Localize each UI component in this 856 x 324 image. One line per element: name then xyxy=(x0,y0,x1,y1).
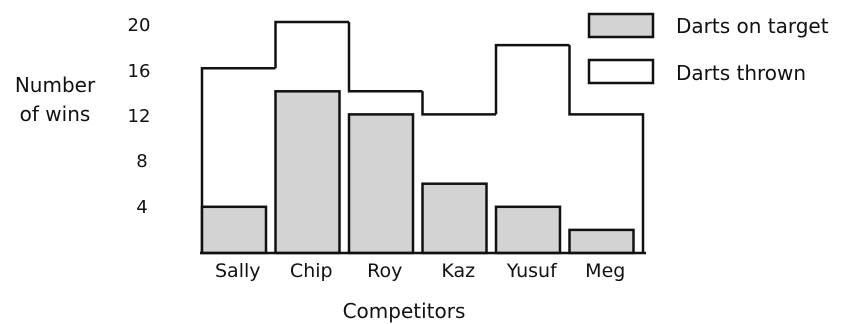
bar-darts-thrown-yusuf xyxy=(494,43,570,115)
legend: Darts on target Darts thrown xyxy=(587,12,829,85)
x-tick-label-meg: Meg xyxy=(585,260,625,282)
y-tick-label: 12 xyxy=(128,106,151,127)
bar-darts-thrown-roy xyxy=(347,22,423,93)
legend-label-darts-on-target: Darts on target xyxy=(676,14,829,38)
bar-darts-on-target-chip xyxy=(274,90,341,255)
x-tick-label-sally: Sally xyxy=(215,260,261,282)
bar-darts-on-target-meg xyxy=(568,228,635,255)
legend-swatch-darts-thrown xyxy=(587,58,655,85)
bar-darts-on-target-sally xyxy=(200,205,268,255)
bar-darts-on-target-roy xyxy=(347,113,415,255)
bar-darts-thrown-kaz xyxy=(421,91,496,116)
legend-swatch-darts-on-target xyxy=(587,12,655,39)
y-tick-label: 16 xyxy=(128,61,151,82)
y-axis-label-line-2: of wins xyxy=(20,102,91,126)
x-tick-label-kaz: Kaz xyxy=(441,260,475,282)
y-tick-label: 8 xyxy=(136,151,147,172)
x-tick-label-yusuf: Yusuf xyxy=(506,260,558,282)
bar-darts-thrown-chip xyxy=(274,20,349,69)
x-tick-labels: Sally Chip Roy Kaz Yusuf Meg xyxy=(215,260,625,282)
bar-darts-on-target-kaz xyxy=(421,182,488,255)
y-axis-label-line-1: Number xyxy=(15,73,96,97)
bar-darts-thrown-meg xyxy=(568,45,645,253)
x-tick-label-roy: Roy xyxy=(367,260,402,282)
y-tick-label: 20 xyxy=(128,15,151,36)
legend-label-darts-thrown: Darts thrown xyxy=(676,61,806,85)
darts-on-target-bars xyxy=(200,90,635,255)
y-tick-label: 4 xyxy=(136,197,147,218)
bar-darts-on-target-yusuf xyxy=(494,205,562,255)
x-axis-label: Competitors xyxy=(343,299,466,323)
bar-darts-thrown-sally xyxy=(200,66,276,253)
x-tick-label-chip: Chip xyxy=(290,260,333,282)
